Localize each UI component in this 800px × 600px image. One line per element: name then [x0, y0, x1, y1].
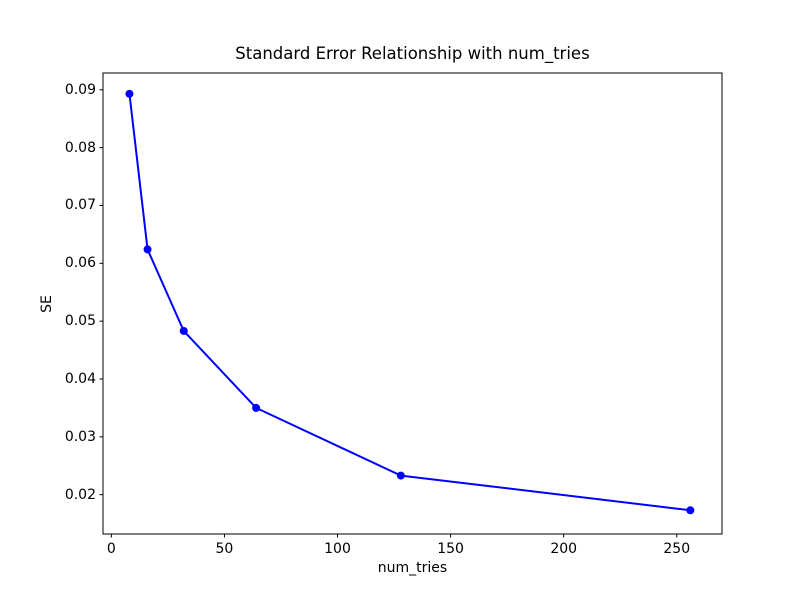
x-tick-label: 150 — [437, 541, 464, 557]
x-axis-label: num_tries — [377, 560, 448, 576]
y-tick-label: 0.08 — [64, 139, 96, 156]
chart-title: Standard Error Relationship with num_tri… — [235, 44, 590, 63]
x-tick-label: 250 — [663, 541, 691, 557]
data-point-marker — [396, 471, 405, 480]
data-point-marker — [125, 89, 134, 98]
data-point-marker — [143, 245, 152, 254]
y-axis-label: SE — [39, 294, 55, 313]
y-tick-label: 0.02 — [64, 486, 96, 503]
x-tick-label: 50 — [215, 541, 234, 557]
data-point-marker — [252, 403, 261, 412]
y-tick-label: 0.09 — [64, 81, 96, 98]
axes-frame — [102, 72, 723, 535]
y-tick-label: 0.05 — [64, 313, 96, 330]
se-line-series — [128, 92, 692, 512]
y-tick-label: 0.04 — [64, 370, 96, 387]
data-point-marker — [686, 506, 695, 515]
x-tick-label: 100 — [324, 541, 351, 557]
y-tick-label: 0.03 — [64, 428, 96, 445]
data-point-marker — [179, 326, 188, 335]
x-tick-label: 200 — [550, 541, 578, 557]
x-tick-label: 0 — [106, 541, 116, 557]
y-tick-label: 0.06 — [64, 255, 96, 272]
y-tick-label: 0.07 — [64, 197, 96, 214]
